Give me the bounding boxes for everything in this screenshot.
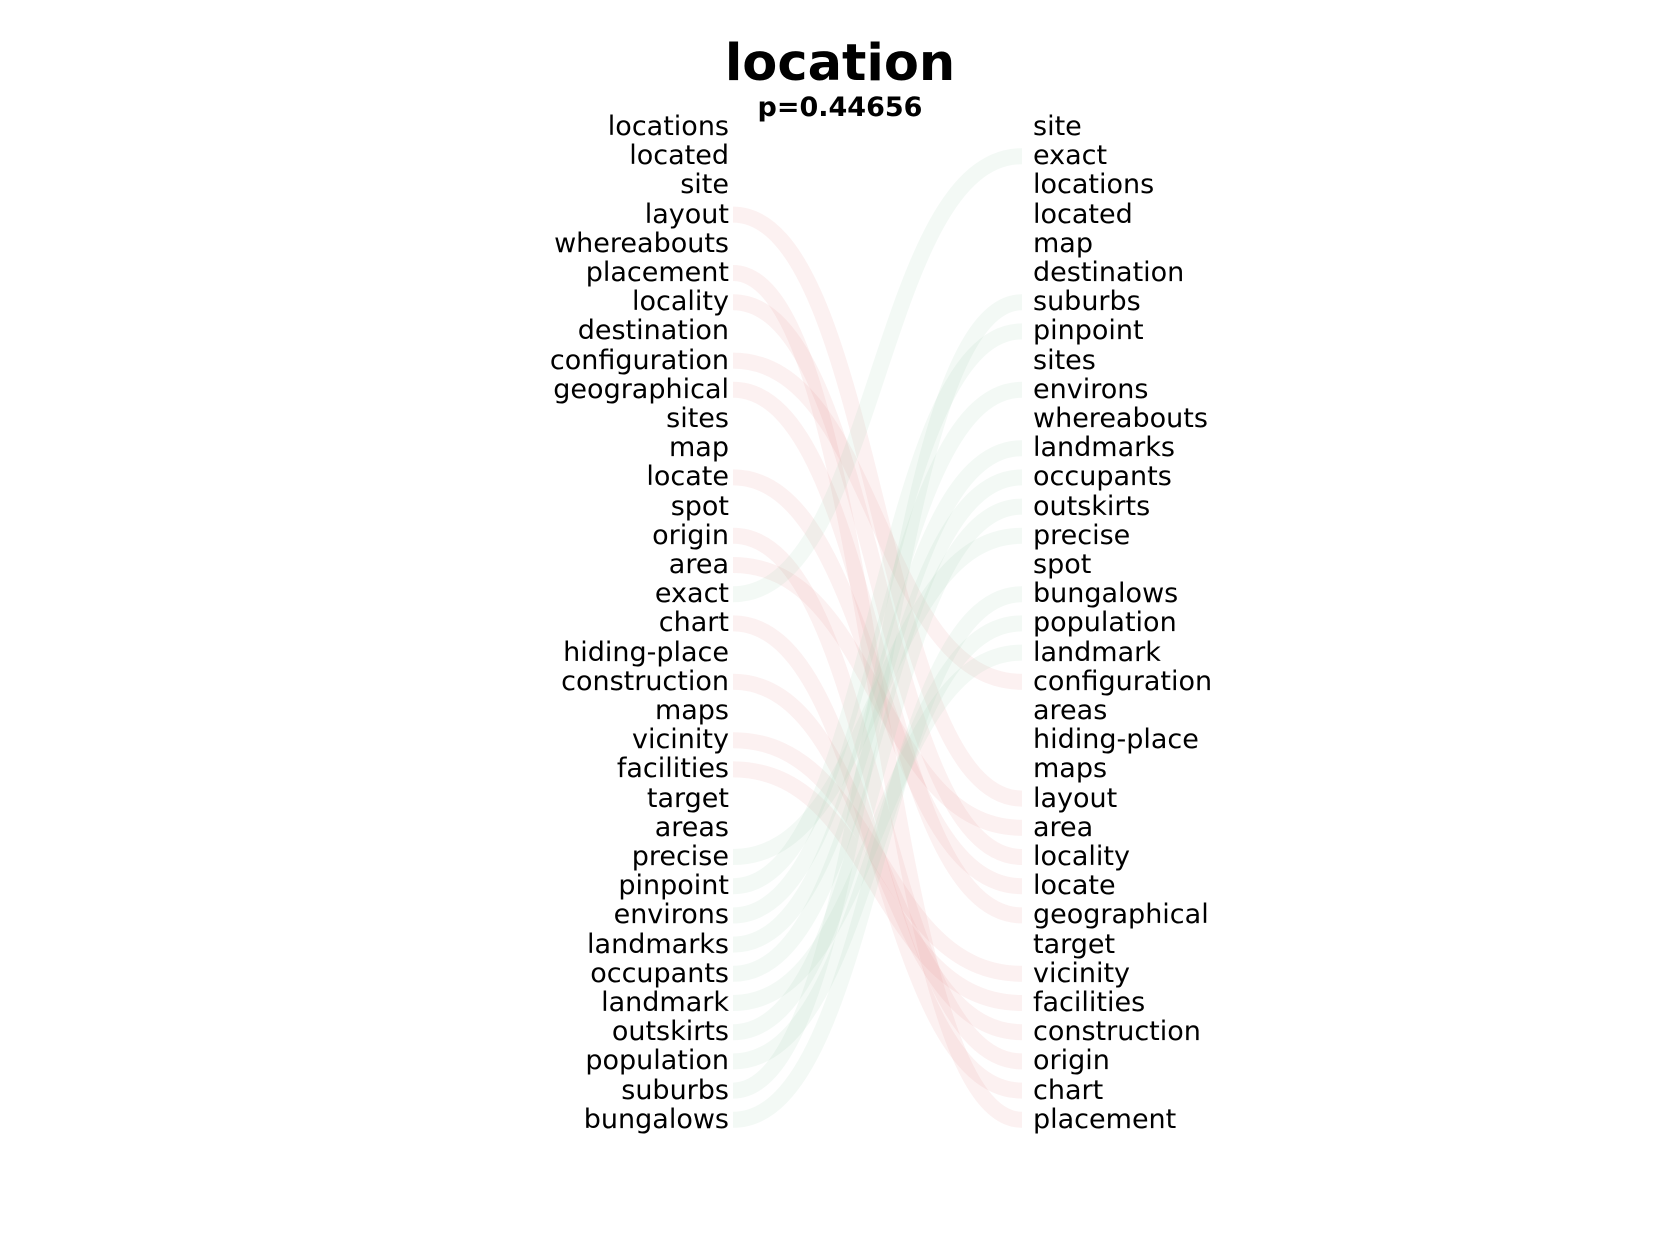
left-word: bungalows [583,1103,729,1135]
right-word: pinpoint [1033,315,1144,347]
left-word: layout [644,198,729,230]
rank-ribbon [732,557,1023,836]
left-word: areas [654,811,729,843]
left-word: locate [646,461,729,493]
right-word: occupants [1033,461,1172,493]
left-word: outskirts [611,1016,729,1048]
left-word: placement [585,257,729,288]
left-word: whereabouts [554,227,729,259]
rank-ribbon [732,586,1023,1128]
right-word: maps [1033,753,1108,785]
right-word: destination [1033,257,1185,288]
right-word: bungalows [1033,578,1179,610]
left-word: facilities [616,753,729,785]
p-value-subtitle: p=0.44656 [757,92,923,123]
right-word: origin [1033,1045,1110,1077]
right-word: environs [1033,373,1149,405]
left-word: precise [631,841,729,872]
rank-ribbon [732,615,1023,1099]
rank-ribbon [732,732,1023,982]
right-word: located [1033,198,1133,230]
diagram-title: location [724,34,956,93]
left-word: hiding-place [563,636,729,668]
rank-ribbon [732,673,1023,1041]
right-word: area [1033,811,1094,843]
left-word: map [669,432,729,464]
right-word: landmarks [1033,432,1175,464]
left-word: occupants [590,957,729,989]
rank-ribbon [732,527,1023,1070]
right-word: locations [1033,169,1155,201]
left-word: suburbs [621,1074,729,1106]
rank-ribbon [732,294,1023,865]
right-word: geographical [1033,899,1209,931]
rank-ribbon [732,381,1023,924]
left-word: maps [654,695,729,726]
right-word: whereabouts [1033,403,1208,434]
rank-ribbon [732,644,1023,1011]
left-word: exact [654,578,729,610]
rank-ribbon [732,352,1023,690]
left-word: locations [607,111,729,142]
left-word: pinpoint [618,870,729,902]
left-word: area [668,549,729,580]
left-word: landmark [601,987,729,1018]
right-word: vicinity [1033,957,1131,989]
left-word: spot [670,490,729,522]
left-word: origin [652,519,729,551]
rank-ribbon [732,440,1023,953]
right-word: site [1033,111,1082,142]
left-word: site [680,169,729,201]
right-word: layout [1033,782,1118,814]
right-word: spot [1033,549,1092,580]
right-word: locate [1033,870,1116,902]
right-word: map [1033,227,1093,259]
right-word: locality [1033,841,1130,872]
right-word: chart [1033,1074,1104,1106]
rank-ribbon [732,148,1023,603]
left-word: chart [658,607,729,639]
left-word: vicinity [631,724,729,756]
right-word: sites [1033,344,1096,376]
left-word: geographical [553,373,729,405]
rank-ribbon [732,323,1023,895]
right-word: facilities [1033,987,1146,1018]
left-word: construction [561,665,729,697]
rank-ribbon [732,761,1023,1011]
right-word: outskirts [1033,490,1151,522]
left-word: destination [577,315,729,347]
right-word: suburbs [1033,286,1141,318]
right-word: hiding-place [1033,724,1199,756]
right-word: population [1033,607,1177,639]
right-word: configuration [1033,665,1213,697]
rank-ribbon [732,206,1023,807]
rank-ribbon [732,469,1023,895]
left-word: target [646,782,729,814]
rank-ribbon [732,265,1023,1128]
right-word: target [1033,928,1116,960]
left-word: located [629,140,729,172]
rank-ribbon [732,498,1023,1041]
right-word: placement [1033,1103,1177,1135]
right-word: landmark [1033,636,1161,668]
left-word: landmarks [587,928,729,960]
rank-ribbon [732,469,1023,982]
rank-ribbon [732,527,1023,865]
left-word: configuration [549,344,729,376]
left-word: environs [613,899,729,931]
left-word: locality [632,286,729,318]
right-word: areas [1033,695,1108,726]
right-word: precise [1033,519,1131,551]
rank-ribbon [732,294,1023,1099]
right-word: construction [1033,1016,1201,1048]
right-word: exact [1033,140,1108,172]
left-word: population [585,1045,729,1077]
left-word: sites [666,403,729,434]
rank-ribbon [732,615,1023,1070]
rank-ribbon [732,381,1023,924]
